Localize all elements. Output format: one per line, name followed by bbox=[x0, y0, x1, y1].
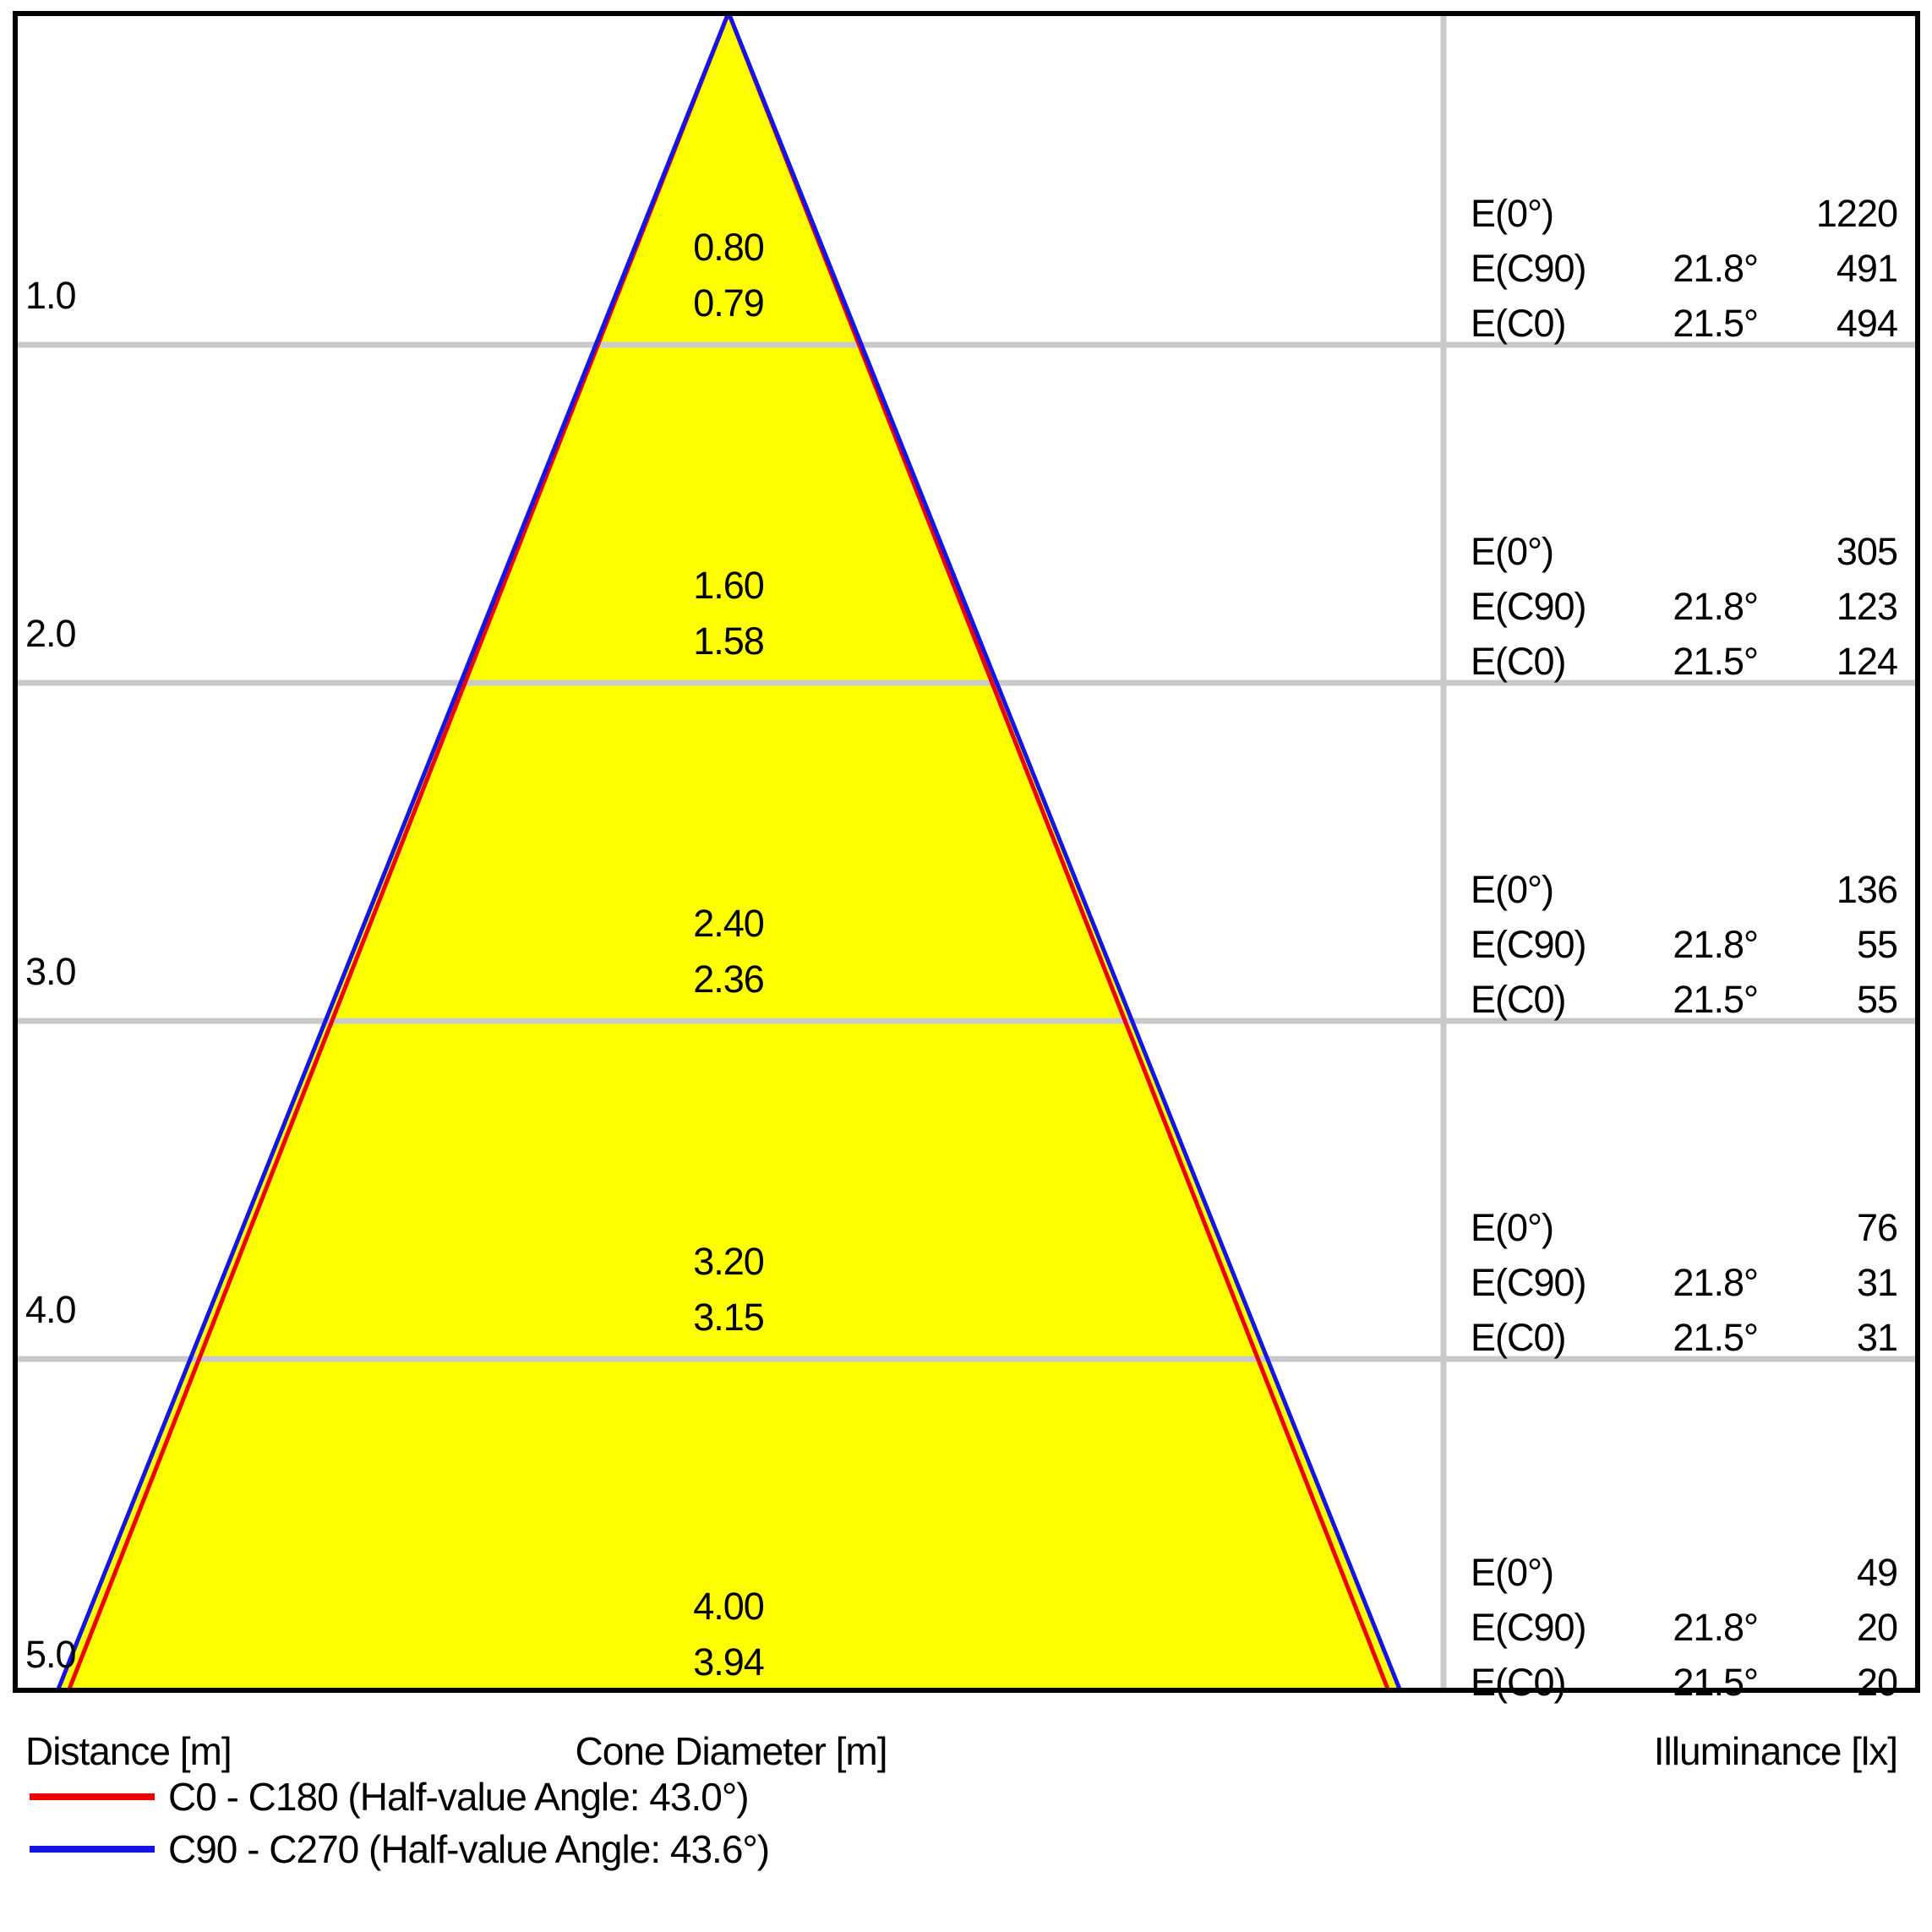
illuminance-row: E(C90) 21.8° 491 bbox=[1471, 241, 1898, 296]
c90-c270-line-swatch-icon bbox=[30, 1846, 155, 1853]
e-value: 49 bbox=[1856, 1551, 1898, 1594]
illuminance-row: E(C0) 21.5° 124 bbox=[1471, 634, 1898, 689]
c90-c270-edge-left bbox=[55, 12, 731, 1692]
legend-label: C90 - C270 (Half-value Angle: 43.6°) bbox=[168, 1827, 770, 1871]
e-value: 123 bbox=[1836, 585, 1898, 628]
illuminance-block-3m: E(0°) 136 E(C90) 21.8° 55 E(C0) 21.5° 55 bbox=[1471, 862, 1898, 1027]
e-value: 31 bbox=[1856, 1261, 1898, 1304]
e-angle: 21.8° bbox=[1673, 1261, 1759, 1304]
e-label: E(C0) bbox=[1471, 1661, 1567, 1704]
cone-diameter-c90-value: 0.80 bbox=[693, 226, 765, 269]
e-angle: 21.5° bbox=[1673, 1661, 1759, 1704]
e-value: 20 bbox=[1856, 1606, 1898, 1649]
cone-fill bbox=[57, 13, 1400, 1691]
e-angle: 21.5° bbox=[1673, 1316, 1759, 1359]
illuminance-row: E(C90) 21.8° 31 bbox=[1471, 1255, 1898, 1310]
cone-diameter-c0-value: 0.79 bbox=[693, 281, 765, 325]
e-label: E(C0) bbox=[1471, 1316, 1567, 1359]
e-label: E(C0) bbox=[1471, 978, 1567, 1021]
distance-label-5m: 5.0 bbox=[25, 1633, 77, 1676]
cone-diameter-1m: 0.80 0.79 bbox=[559, 220, 898, 331]
illuminance-row: E(C0) 21.5° 20 bbox=[1471, 1655, 1898, 1710]
e-value: 305 bbox=[1836, 530, 1898, 573]
cone-diameter-2m: 1.60 1.58 bbox=[559, 558, 898, 669]
distance-label-4m: 4.0 bbox=[25, 1288, 77, 1331]
illuminance-row: E(C0) 21.5° 494 bbox=[1471, 296, 1898, 351]
illuminance-block-4m: E(0°) 76 E(C90) 21.8° 31 E(C0) 21.5° 31 bbox=[1471, 1200, 1898, 1365]
e-value: 55 bbox=[1856, 923, 1898, 966]
e-label: E(0°) bbox=[1471, 868, 1554, 911]
e-label: E(0°) bbox=[1471, 1206, 1554, 1249]
cone-diameter-c90-value: 4.00 bbox=[693, 1585, 765, 1628]
cone-diameter-c0-value: 1.58 bbox=[693, 619, 765, 663]
illuminance-row: E(C90) 21.8° 20 bbox=[1471, 1600, 1898, 1655]
e-value: 494 bbox=[1836, 302, 1898, 345]
illuminance-row: E(C0) 21.5° 55 bbox=[1471, 972, 1898, 1027]
illuminance-row: E(0°) 136 bbox=[1471, 862, 1898, 917]
cone-diameter-c90-value: 2.40 bbox=[693, 902, 765, 945]
e-label: E(C90) bbox=[1471, 1606, 1587, 1649]
distance-label-1m: 1.0 bbox=[25, 274, 77, 317]
e-angle: 21.5° bbox=[1673, 640, 1759, 683]
e-angle bbox=[1661, 862, 1758, 917]
e-label: E(0°) bbox=[1471, 192, 1554, 235]
c90-c270-edge-right bbox=[726, 12, 1403, 1692]
illuminance-row: E(C90) 21.8° 123 bbox=[1471, 579, 1898, 634]
c0-c180-line-swatch-icon bbox=[30, 1793, 155, 1800]
cone-diameter-3m: 2.40 2.36 bbox=[559, 896, 898, 1007]
illuminance-block-2m: E(0°) 305 E(C90) 21.8° 123 E(C0) 21.5° 1… bbox=[1471, 524, 1898, 689]
illuminance-row: E(0°) 305 bbox=[1471, 524, 1898, 579]
e-angle: 21.8° bbox=[1673, 247, 1759, 290]
e-value: 55 bbox=[1856, 978, 1898, 1021]
illuminance-row: E(0°) 1220 bbox=[1471, 186, 1898, 241]
cone-diameter-c0-value: 2.36 bbox=[693, 958, 765, 1001]
chart-border bbox=[13, 11, 1920, 1693]
cone-diameter-c0-value: 3.15 bbox=[693, 1296, 765, 1339]
axis-label-distance: Distance [m] bbox=[25, 1729, 232, 1773]
axis-label-illuminance: Illuminance [lx] bbox=[1653, 1729, 1898, 1773]
illuminance-block-5m: E(0°) 49 E(C90) 21.8° 20 E(C0) 21.5° 20 bbox=[1471, 1545, 1898, 1710]
e-label: E(0°) bbox=[1471, 530, 1554, 573]
illuminance-row: E(0°) 76 bbox=[1471, 1200, 1898, 1255]
axis-label-cone-diameter: Cone Diameter [m] bbox=[575, 1729, 887, 1773]
e-value: 1220 bbox=[1815, 192, 1898, 235]
e-value: 124 bbox=[1836, 640, 1898, 683]
e-angle: 21.8° bbox=[1673, 585, 1759, 628]
e-label: E(C90) bbox=[1471, 923, 1587, 966]
illuminance-block-1m: E(0°) 1220 E(C90) 21.8° 491 E(C0) 21.5° … bbox=[1471, 186, 1898, 351]
e-value: 31 bbox=[1856, 1316, 1898, 1359]
illuminance-row: E(0°) 49 bbox=[1471, 1545, 1898, 1600]
cone-diameter-c90-value: 3.20 bbox=[693, 1240, 765, 1283]
e-label: E(C90) bbox=[1471, 1261, 1587, 1304]
cone-diameter-c90-value: 1.60 bbox=[693, 564, 765, 607]
cone-diameter-c0-value: 3.94 bbox=[693, 1640, 765, 1684]
e-angle: 21.8° bbox=[1673, 1606, 1759, 1649]
illuminance-row: E(C0) 21.5° 31 bbox=[1471, 1310, 1898, 1365]
legend-label: C0 - C180 (Half-value Angle: 43.0°) bbox=[168, 1775, 750, 1819]
e-value: 76 bbox=[1856, 1206, 1898, 1249]
e-label: E(C90) bbox=[1471, 585, 1587, 628]
e-angle bbox=[1661, 1545, 1758, 1600]
distance-label-3m: 3.0 bbox=[25, 950, 77, 993]
e-label: E(C0) bbox=[1471, 640, 1567, 683]
cone-diameter-5m: 4.00 3.94 bbox=[559, 1579, 898, 1690]
e-angle bbox=[1661, 524, 1758, 579]
legend-entry-c0-c180: C0 - C180 (Half-value Angle: 43.0°) bbox=[30, 1772, 750, 1821]
e-angle: 21.5° bbox=[1673, 302, 1759, 345]
e-value: 491 bbox=[1836, 247, 1898, 290]
legend-entry-c90-c270: C90 - C270 (Half-value Angle: 43.6°) bbox=[30, 1825, 770, 1874]
e-angle: 21.8° bbox=[1673, 923, 1759, 966]
e-label: E(C90) bbox=[1471, 247, 1587, 290]
distance-label-2m: 2.0 bbox=[25, 612, 77, 655]
e-angle bbox=[1661, 186, 1758, 241]
illuminance-row: E(C90) 21.8° 55 bbox=[1471, 917, 1898, 972]
e-angle bbox=[1661, 1200, 1758, 1255]
e-label: E(0°) bbox=[1471, 1551, 1554, 1594]
e-value: 136 bbox=[1836, 868, 1898, 911]
e-angle: 21.5° bbox=[1673, 978, 1759, 1021]
e-label: E(C0) bbox=[1471, 302, 1567, 345]
e-value: 20 bbox=[1856, 1661, 1898, 1704]
cone-diameter-4m: 3.20 3.15 bbox=[559, 1234, 898, 1345]
